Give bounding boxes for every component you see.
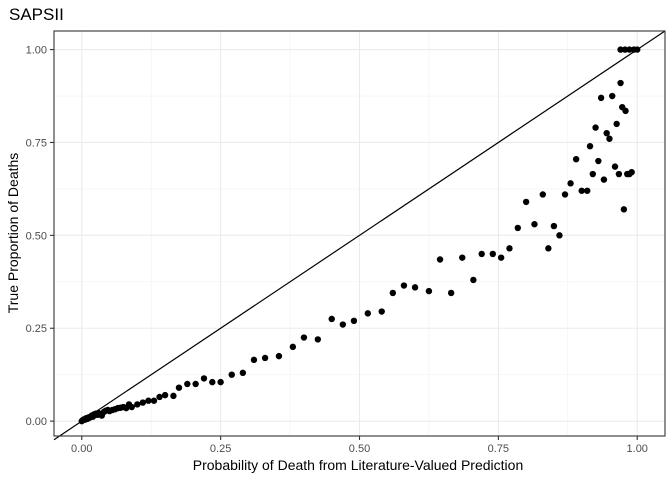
data-point bbox=[364, 310, 372, 317]
data-point bbox=[578, 187, 585, 194]
data-point bbox=[378, 308, 385, 315]
data-point bbox=[161, 391, 169, 399]
x-tick-label: 0.00 bbox=[71, 443, 92, 455]
data-point bbox=[139, 399, 147, 406]
data-point bbox=[470, 276, 477, 284]
data-point bbox=[622, 107, 629, 115]
data-point bbox=[634, 46, 641, 53]
data-point bbox=[539, 191, 546, 198]
data-point bbox=[522, 198, 530, 206]
data-point bbox=[584, 187, 591, 194]
data-point bbox=[613, 120, 620, 128]
data-point bbox=[489, 250, 497, 258]
data-point bbox=[561, 191, 569, 198]
data-point bbox=[170, 392, 177, 400]
data-point bbox=[192, 380, 199, 388]
data-point bbox=[620, 206, 628, 213]
data-point bbox=[389, 289, 397, 297]
x-axis-title: Probability of Death from Literature-Val… bbox=[193, 457, 523, 473]
data-point bbox=[550, 222, 558, 230]
y-tick-label: 0.25 bbox=[26, 323, 47, 335]
data-point bbox=[156, 393, 163, 401]
data-point bbox=[209, 378, 216, 386]
data-point bbox=[436, 256, 444, 263]
x-tick-label: 1.00 bbox=[627, 443, 648, 455]
data-point bbox=[459, 254, 466, 261]
data-point bbox=[597, 94, 605, 102]
data-point bbox=[628, 168, 635, 176]
data-point bbox=[506, 245, 513, 252]
identity-reference-line bbox=[53, 30, 666, 441]
data-point bbox=[556, 232, 563, 239]
major-gridlines bbox=[54, 31, 665, 436]
data-point bbox=[531, 221, 538, 228]
data-point bbox=[350, 317, 358, 325]
data-point bbox=[134, 401, 141, 408]
data-point bbox=[567, 180, 574, 187]
data-point bbox=[617, 79, 624, 87]
data-point bbox=[617, 46, 624, 53]
data-point bbox=[228, 371, 235, 378]
data-point bbox=[145, 397, 152, 404]
data-point bbox=[184, 380, 191, 388]
data-point bbox=[275, 352, 283, 360]
data-point bbox=[514, 224, 522, 232]
x-tick-label: 0.25 bbox=[210, 443, 231, 455]
data-point bbox=[339, 321, 347, 328]
data-point bbox=[200, 375, 208, 382]
data-point bbox=[615, 170, 623, 178]
data-point bbox=[589, 170, 596, 178]
data-point bbox=[621, 46, 629, 53]
data-point bbox=[150, 397, 158, 404]
data-point bbox=[595, 157, 602, 165]
y-tick-label: 1.00 bbox=[26, 45, 47, 57]
x-tick-label: 0.75 bbox=[488, 443, 509, 455]
y-tick-label: 0.50 bbox=[26, 230, 47, 242]
data-point bbox=[586, 142, 594, 150]
data-point bbox=[217, 378, 224, 386]
data-point bbox=[447, 289, 455, 297]
data-points bbox=[78, 46, 641, 425]
data-point bbox=[400, 282, 408, 289]
y-tick-label: 0.00 bbox=[26, 416, 47, 428]
y-axis-title: True Proportion of Deaths bbox=[5, 153, 21, 314]
y-axis: 0.00 0.25 0.50 0.75 1.00 bbox=[26, 45, 54, 428]
data-point bbox=[314, 336, 322, 343]
data-point bbox=[175, 384, 183, 391]
data-point bbox=[603, 129, 610, 137]
data-point bbox=[300, 334, 308, 341]
data-point bbox=[128, 403, 135, 411]
data-point bbox=[239, 369, 247, 377]
x-axis: 0.00 0.25 0.50 0.75 1.00 bbox=[71, 436, 648, 455]
data-point bbox=[611, 163, 619, 170]
data-point bbox=[545, 245, 552, 252]
data-point bbox=[328, 315, 335, 323]
data-point bbox=[250, 356, 258, 364]
data-point bbox=[261, 354, 269, 362]
x-tick-label: 0.50 bbox=[349, 443, 370, 455]
data-point bbox=[609, 92, 616, 100]
y-tick-label: 0.75 bbox=[26, 137, 47, 149]
data-point bbox=[497, 254, 505, 261]
data-point bbox=[606, 135, 613, 142]
chart-title: SAPSII bbox=[9, 5, 64, 24]
data-point bbox=[411, 284, 419, 291]
data-point bbox=[425, 287, 433, 295]
data-point bbox=[572, 155, 580, 163]
data-point bbox=[289, 343, 297, 351]
data-point bbox=[592, 124, 599, 131]
data-point bbox=[600, 176, 608, 183]
data-point bbox=[626, 46, 633, 53]
data-point bbox=[478, 250, 485, 258]
